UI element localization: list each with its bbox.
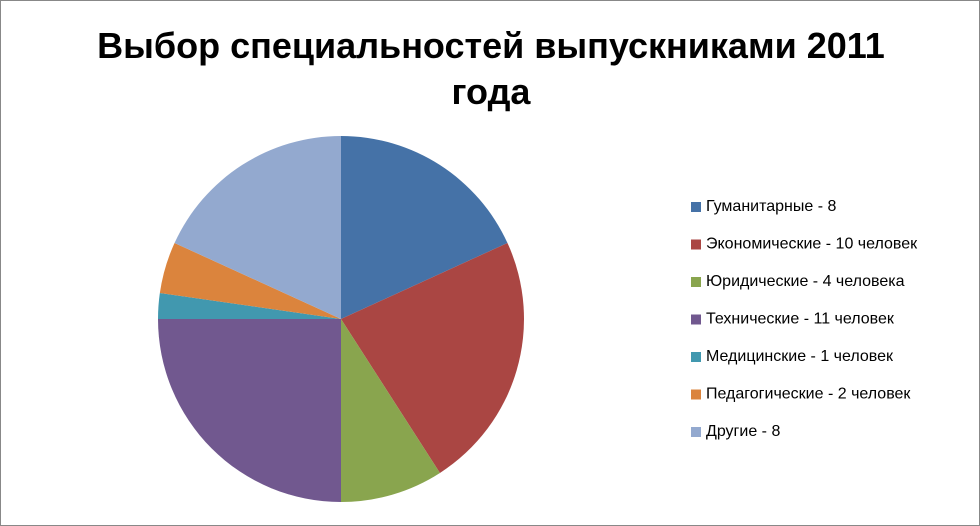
legend-label: Гуманитарные - 8 (706, 198, 836, 215)
legend-label: Технические - 11 человек (706, 311, 895, 328)
legend-swatch (691, 314, 701, 325)
pie-slice (341, 319, 440, 502)
legend-swatch (691, 239, 701, 250)
legend-label: Другие - 8 (706, 423, 780, 440)
pie-slice (341, 136, 508, 319)
pie-slice (174, 136, 341, 319)
pie-slice (158, 292, 341, 319)
chart-title: Выбор специальностей выпускниками 2011 г… (97, 25, 885, 112)
legend-swatch (691, 352, 701, 362)
pie-slice (159, 242, 341, 319)
legend-swatch (691, 277, 701, 287)
pie-slice (341, 242, 524, 473)
legend-swatch (691, 427, 701, 437)
legend-label: Педагогические - 2 человек (706, 386, 911, 403)
legend-swatch (691, 202, 701, 212)
legend-label: Медицинские - 1 человек (706, 348, 894, 365)
legend-label: Экономические - 10 человек (706, 236, 918, 253)
legend-label: Юридические - 4 человека (706, 273, 905, 290)
pie-slice (158, 319, 341, 502)
legend-swatch (691, 389, 701, 400)
